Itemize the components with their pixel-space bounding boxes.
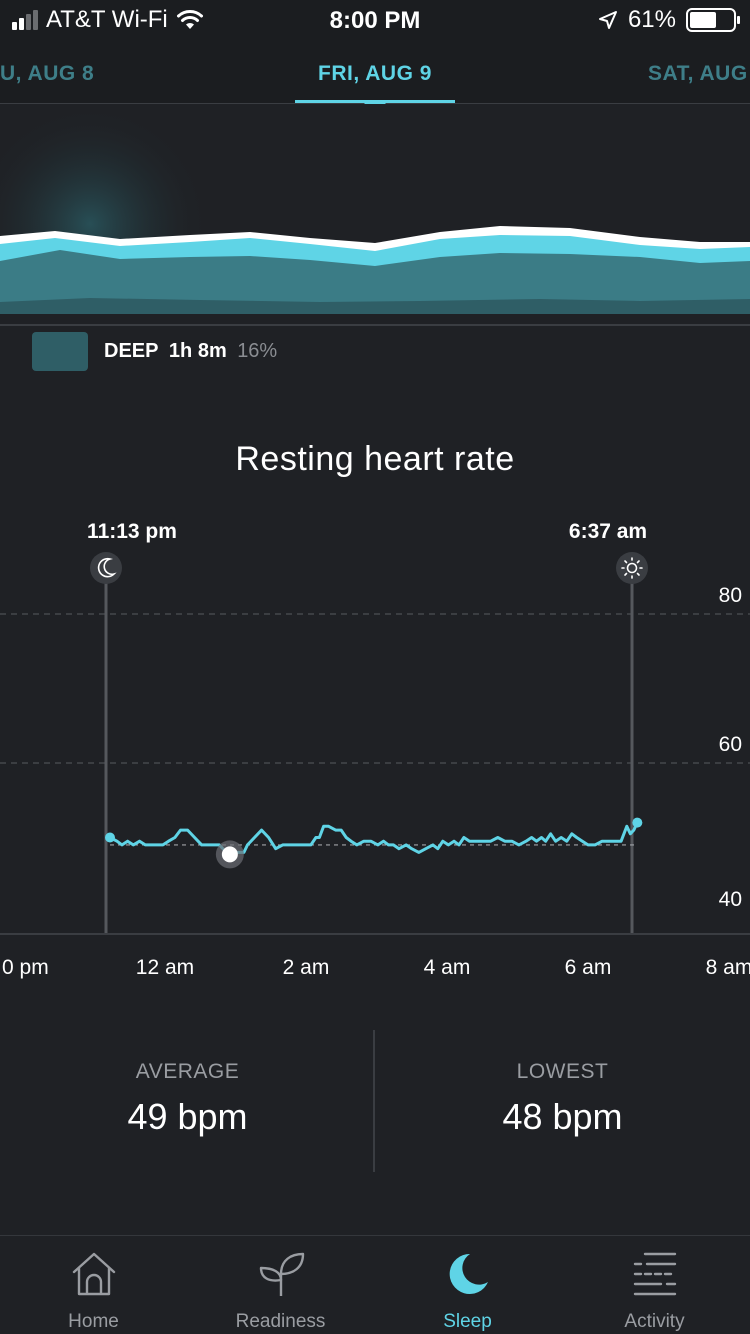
average-label: AVERAGE: [135, 1060, 240, 1083]
wifi-icon: [176, 10, 203, 29]
status-time: 8:00 PM: [329, 7, 421, 34]
average-value: 49 bpm: [127, 1096, 248, 1137]
sun-icon: [616, 552, 648, 584]
home-icon: [72, 1252, 115, 1296]
deep-swatch: [32, 332, 88, 371]
heart-rate-line: [109, 821, 639, 854]
y-tick-label: 40: [719, 888, 742, 911]
hr-gridlines: [0, 613, 750, 764]
date-tabs: U, AUG 8 FRI, AUG 9 SAT, AUG: [0, 42, 750, 104]
resting-heart-rate-chart[interactable]: 80 60 40 11:13 pm 6:37 am 0 pm 12 am 2 am 4 a…: [0, 500, 750, 1000]
stats-panel: AVERAGE 49 bpm LOWEST 48 bpm: [0, 1030, 750, 1172]
nav-activity-label: Activity: [624, 1311, 685, 1332]
x-tick-label: 2 am: [283, 956, 330, 979]
x-tick-label: 8 am: [706, 956, 750, 979]
rem-band: [0, 250, 750, 314]
sprout-icon: [259, 1252, 304, 1296]
activity-lines-icon: [633, 1252, 676, 1296]
lowest-point-marker: [215, 840, 244, 869]
x-tick-label: 12 am: [136, 956, 194, 979]
section-title: Resting heart rate: [235, 440, 515, 478]
nav-home[interactable]: Home: [0, 1236, 187, 1334]
legend-duration: 1h 8m: [168, 340, 227, 362]
x-tick-label: 4 am: [424, 956, 471, 979]
status-bar: AT&T Wi-Fi 8:00 PM 61%: [0, 0, 750, 42]
nav-activity[interactable]: Activity: [561, 1236, 748, 1334]
start-point: [105, 832, 115, 843]
carrier-label: AT&T Wi-Fi: [46, 6, 168, 33]
sleep-legend: DEEP 1h 8m 16%: [32, 332, 277, 371]
location-arrow-icon: [598, 11, 617, 29]
moon-icon: [90, 552, 122, 584]
tab-previous-day[interactable]: U, AUG 8: [0, 62, 95, 85]
y-tick-label: 80: [719, 584, 742, 607]
battery-fill: [690, 12, 716, 28]
tab-current-day[interactable]: FRI, AUG 9: [318, 62, 432, 85]
legend-label: DEEP: [104, 340, 159, 362]
cellular-signal-icon: [12, 10, 38, 30]
x-tick-labels: 0 pm 12 am 2 am 4 am 6 am 8 am: [2, 956, 750, 979]
end-point: [632, 817, 643, 828]
y-tick-label: 60: [719, 733, 742, 756]
y-tick-labels: 80 60 40: [719, 584, 742, 911]
wake-time-label: 6:37 am: [569, 520, 647, 543]
tab-next-day[interactable]: SAT, AUG: [648, 62, 748, 85]
status-left: AT&T Wi-Fi: [12, 6, 204, 34]
sleep-stages-chart[interactable]: [0, 104, 750, 326]
bedtime-label: 11:13 pm: [87, 520, 177, 543]
lowest-label: LOWEST: [516, 1060, 609, 1083]
legend-percent: 16%: [237, 340, 278, 362]
x-tick-label: 6 am: [565, 956, 612, 979]
nav-home-label: Home: [68, 1311, 119, 1332]
average-stat: AVERAGE 49 bpm: [0, 1060, 375, 1138]
battery-percent: 61%: [627, 6, 676, 33]
deep-band: [0, 298, 750, 314]
nav-readiness-label: Readiness: [235, 1311, 326, 1332]
stats-divider: [373, 1030, 375, 1172]
nav-readiness[interactable]: Readiness: [187, 1236, 374, 1334]
moon-icon: [449, 1253, 488, 1294]
nav-sleep[interactable]: Sleep: [374, 1236, 561, 1334]
nav-sleep-label: Sleep: [443, 1311, 492, 1332]
active-tab-underline: [295, 100, 455, 103]
lowest-value: 48 bpm: [502, 1096, 623, 1137]
lowest-stat: LOWEST 48 bpm: [375, 1060, 750, 1138]
x-tick-label: 0 pm: [2, 956, 49, 979]
status-right: 61%: [598, 6, 740, 34]
battery-icon: [686, 8, 740, 32]
bottom-nav: Home Readiness Sleep Activity: [0, 1235, 750, 1334]
